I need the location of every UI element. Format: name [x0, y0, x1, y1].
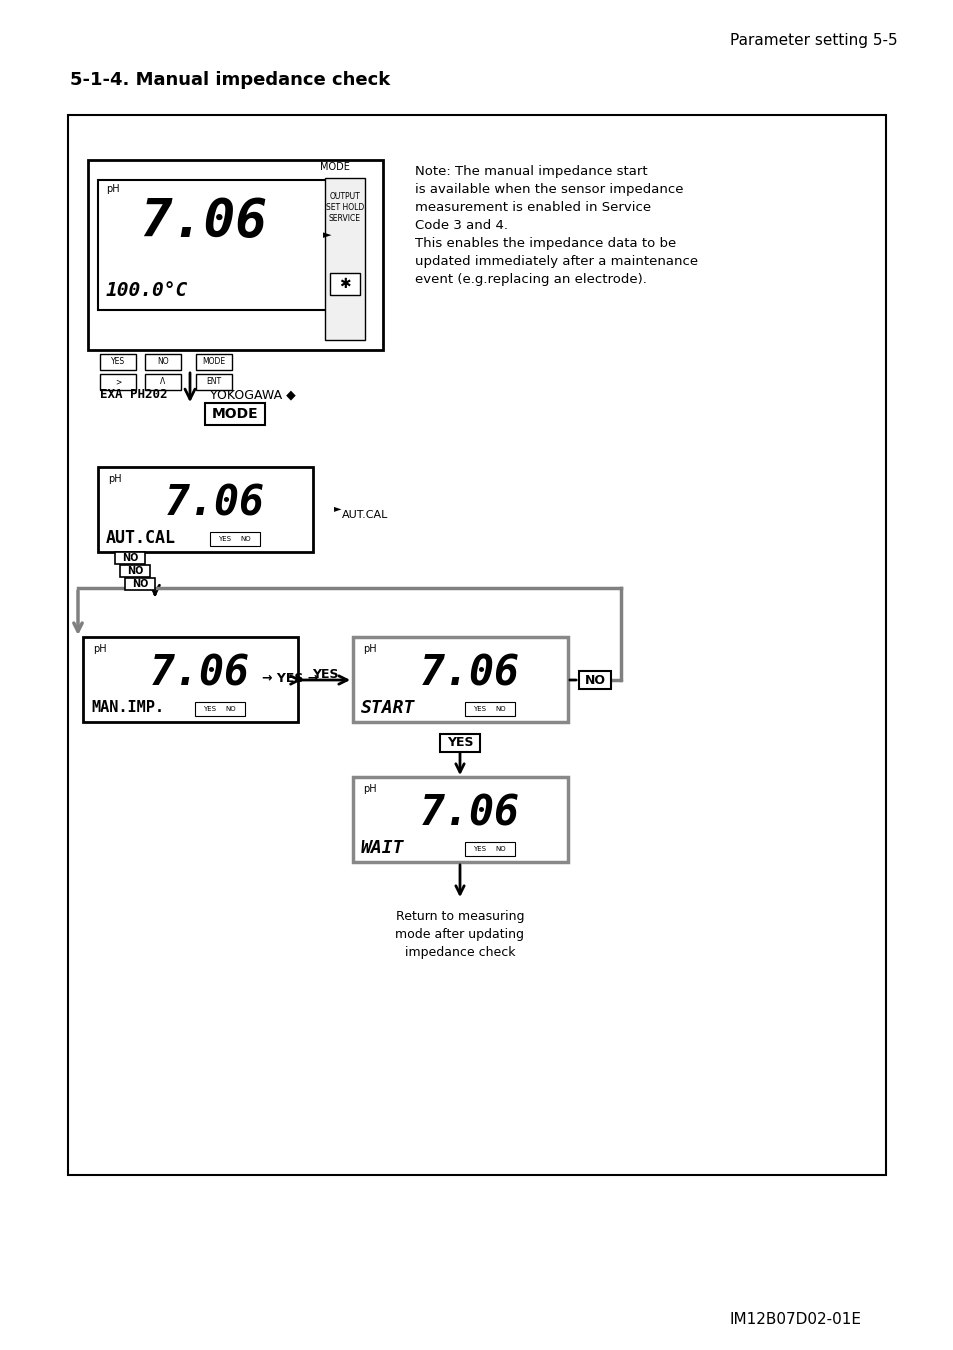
Text: NO: NO [225, 706, 235, 711]
Text: MODE: MODE [212, 406, 258, 421]
Text: IM12B07D02-01E: IM12B07D02-01E [729, 1312, 862, 1327]
FancyBboxPatch shape [88, 161, 382, 350]
FancyBboxPatch shape [330, 273, 359, 296]
FancyBboxPatch shape [205, 404, 265, 425]
Text: 7.06: 7.06 [140, 196, 267, 247]
Text: YES: YES [312, 667, 338, 680]
FancyBboxPatch shape [194, 702, 245, 716]
Text: MAN.IMP.: MAN.IMP. [91, 701, 164, 716]
FancyBboxPatch shape [100, 374, 136, 390]
Text: YOKOGAWA ◆: YOKOGAWA ◆ [210, 387, 295, 401]
Text: pH: pH [106, 184, 119, 194]
Text: MODE: MODE [202, 358, 225, 366]
FancyBboxPatch shape [464, 702, 515, 716]
FancyBboxPatch shape [464, 842, 515, 856]
Text: OUTPUT
SET HOLD
SERVICE: OUTPUT SET HOLD SERVICE [326, 192, 364, 223]
Text: Note: The manual impedance start
is available when the sensor impedance
measurem: Note: The manual impedance start is avai… [415, 165, 698, 286]
Text: NO: NO [122, 554, 138, 563]
Text: NO: NO [132, 579, 148, 589]
Text: 7.06: 7.06 [419, 653, 519, 695]
FancyBboxPatch shape [195, 354, 232, 370]
Text: pH: pH [108, 474, 121, 485]
Text: pH: pH [363, 644, 376, 653]
Text: ►: ► [323, 231, 331, 240]
Text: YES: YES [218, 536, 231, 541]
Text: START: START [360, 699, 415, 717]
FancyBboxPatch shape [145, 374, 181, 390]
FancyBboxPatch shape [210, 532, 260, 545]
Text: pH: pH [363, 784, 376, 794]
FancyBboxPatch shape [353, 637, 567, 722]
FancyBboxPatch shape [98, 467, 313, 552]
Text: 5-1-4. Manual impedance check: 5-1-4. Manual impedance check [70, 72, 390, 89]
FancyBboxPatch shape [115, 552, 145, 564]
Text: NO: NO [240, 536, 251, 541]
Text: Return to measuring
mode after updating
impedance check: Return to measuring mode after updating … [395, 910, 524, 958]
FancyBboxPatch shape [353, 778, 567, 863]
Text: 7.06: 7.06 [165, 483, 265, 525]
FancyBboxPatch shape [100, 354, 136, 370]
FancyBboxPatch shape [195, 374, 232, 390]
Text: NO: NO [127, 566, 143, 576]
Text: ✱: ✱ [339, 277, 351, 292]
Text: ENT: ENT [206, 378, 221, 386]
FancyBboxPatch shape [578, 671, 610, 689]
Text: ►: ► [334, 504, 341, 513]
Text: AUT.CAL: AUT.CAL [106, 529, 175, 547]
Text: Λ: Λ [160, 378, 166, 386]
Text: MODE: MODE [319, 162, 350, 171]
Text: Parameter setting 5-5: Parameter setting 5-5 [729, 32, 897, 47]
Text: NO: NO [495, 706, 505, 711]
FancyBboxPatch shape [68, 115, 885, 1174]
Text: YES: YES [446, 737, 473, 749]
FancyBboxPatch shape [125, 578, 154, 590]
Text: AUT.CAL: AUT.CAL [341, 510, 388, 520]
Text: YES: YES [111, 358, 125, 366]
Text: 7.06: 7.06 [150, 653, 250, 695]
Text: EXA PH202: EXA PH202 [100, 387, 168, 401]
Text: → YES →: → YES → [262, 671, 317, 684]
Text: NO: NO [584, 674, 605, 687]
FancyBboxPatch shape [325, 178, 365, 340]
FancyBboxPatch shape [439, 734, 479, 752]
FancyBboxPatch shape [120, 566, 150, 576]
Text: YES: YES [203, 706, 215, 711]
Text: NO: NO [495, 846, 505, 852]
Text: pH: pH [92, 644, 107, 653]
Text: 7.06: 7.06 [419, 792, 519, 836]
Text: >: > [114, 378, 121, 386]
Text: NO: NO [157, 358, 169, 366]
Text: YES: YES [473, 706, 485, 711]
FancyBboxPatch shape [83, 637, 297, 722]
FancyBboxPatch shape [98, 180, 333, 310]
Text: YES: YES [473, 846, 485, 852]
FancyBboxPatch shape [145, 354, 181, 370]
Text: 100.0°C: 100.0°C [106, 281, 188, 300]
Text: WAIT: WAIT [360, 838, 404, 857]
